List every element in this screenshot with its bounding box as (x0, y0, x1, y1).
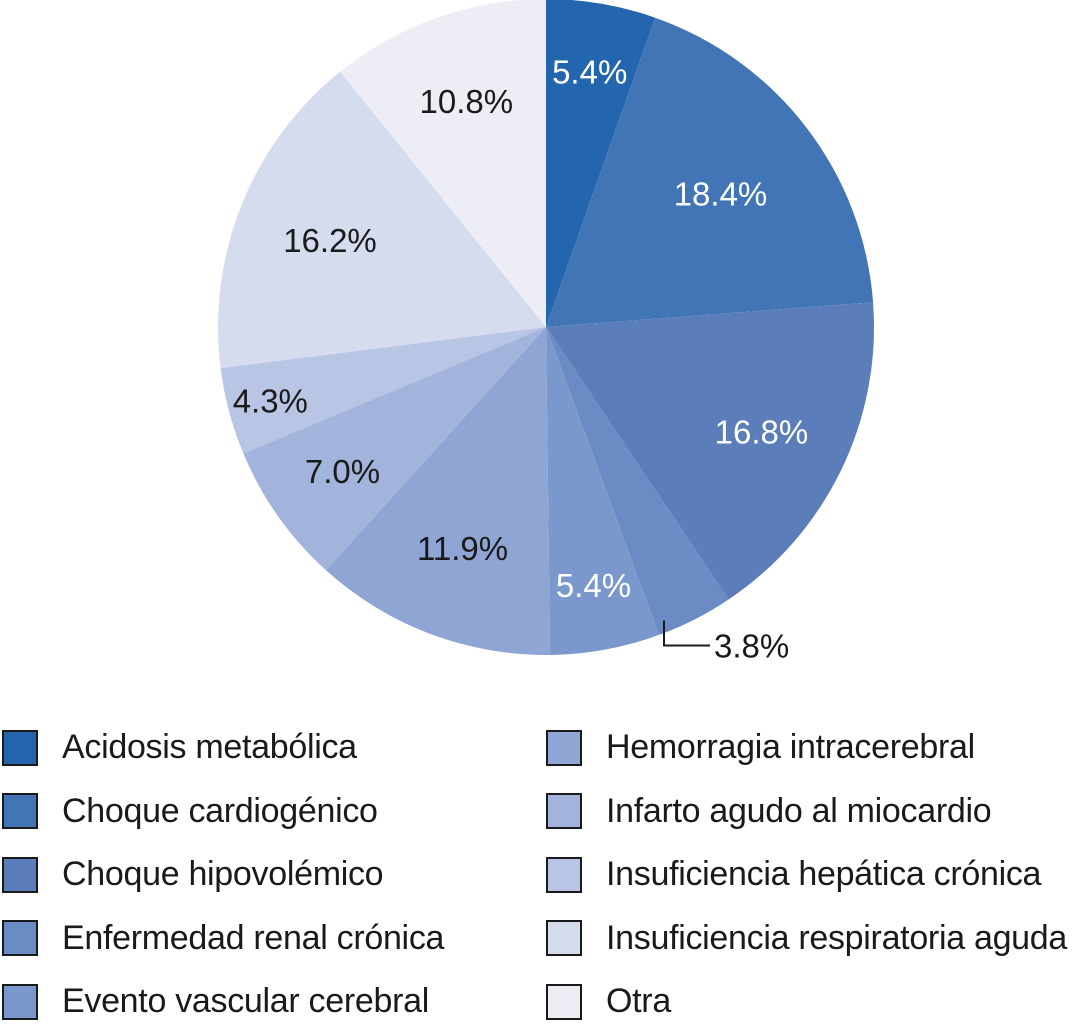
slice-value-label: 5.4% (552, 54, 627, 91)
legend-label: Otra (606, 982, 671, 1021)
legend-swatch (546, 793, 582, 830)
legend-column-left: Acidosis metabólica Choque cardiogénico … (2, 716, 444, 1034)
legend-label: Hemorragia intracerebral (606, 728, 975, 767)
legend-swatch (546, 729, 582, 766)
legend-item-otra: Otra (546, 970, 1067, 1034)
pie-slice-insuficiencia-respiratoria-aguda (218, 71, 546, 369)
legend-label: Enfermedad renal crónica (62, 918, 445, 957)
slice-value-label: 11.9% (417, 530, 508, 567)
legend-column-right: Hemorragia intracerebral Infarto agudo a… (546, 716, 1067, 1034)
callout-leader-line (663, 620, 710, 647)
legend-label: Insuficiencia respiratoria aguda (606, 918, 1068, 957)
legend-label: Infarto agudo al miocardio (606, 791, 992, 830)
pie-slice-otra (340, 0, 546, 327)
legend-swatch (2, 983, 38, 1020)
legend-swatch (2, 729, 38, 766)
slice-value-label: 16.2% (283, 222, 377, 259)
pie-slice-infarto-agudo-al-miocardio (243, 327, 547, 571)
legend-swatch (2, 793, 38, 830)
legend-label: Evento vascular cerebral (62, 982, 429, 1021)
slice-value-label: 16.8% (715, 414, 809, 451)
legend-item-choque-hipovolemico: Choque hipovolémico (2, 843, 444, 907)
pie-slice-insuficiencia-hepatica-cronica (220, 327, 546, 454)
legend-swatch (546, 983, 582, 1020)
pie-slice-evento-vascular-cerebral (546, 327, 660, 655)
pie-slice-hemorragia-intracerebral (326, 327, 551, 655)
legend-item-insuficiencia-hepatica-cronica: Insuficiencia hepática crónica (546, 843, 1067, 907)
pie-chart: 5.4% 18.4% 16.8% 3.8% 5.4% 11.9% 7.0% 4.3% 16.2%… (218, 0, 875, 665)
slice-value-label: 18.4% (674, 175, 768, 212)
legend-swatch (2, 856, 38, 893)
pie-slice-choque-cardiogenico (546, 17, 874, 327)
slice-value-label: 3.8% (714, 628, 789, 665)
slice-value-label: 10.8% (420, 83, 514, 120)
pie-slice-enfermedad-renal-cronica (546, 327, 729, 635)
legend-label: Acidosis metabólica (62, 728, 357, 767)
pie-slice-acidosis-metabolica (546, 0, 656, 327)
legend: Acidosis metabólica Choque cardiogénico … (0, 716, 1092, 1020)
legend-label: Choque cardiogénico (62, 791, 378, 830)
legend-label: Insuficiencia hepática crónica (606, 855, 1042, 894)
legend-item-enfermedad-renal-cronica: Enfermedad renal crónica (2, 907, 444, 971)
legend-swatch (2, 920, 38, 957)
slice-value-label: 4.3% (233, 383, 308, 420)
slice-value-label: 5.4% (556, 567, 631, 604)
slice-value-label: 7.0% (305, 453, 380, 490)
legend-item-insuficiencia-respiratoria-aguda: Insuficiencia respiratoria aguda (546, 907, 1067, 971)
legend-item-acidosis-metabolica: Acidosis metabólica (2, 716, 444, 780)
legend-swatch (546, 920, 582, 957)
legend-item-hemorragia-intracerebral: Hemorragia intracerebral (546, 716, 1067, 780)
legend-label: Choque hipovolémico (62, 855, 384, 894)
legend-item-evento-vascular-cerebral: Evento vascular cerebral (2, 970, 444, 1034)
legend-swatch (546, 856, 582, 893)
legend-item-choque-cardiogenico: Choque cardiogénico (2, 780, 444, 844)
legend-item-infarto-agudo-al-miocardio: Infarto agudo al miocardio (546, 780, 1067, 844)
pie-slice-choque-hipovolemico (546, 302, 875, 600)
